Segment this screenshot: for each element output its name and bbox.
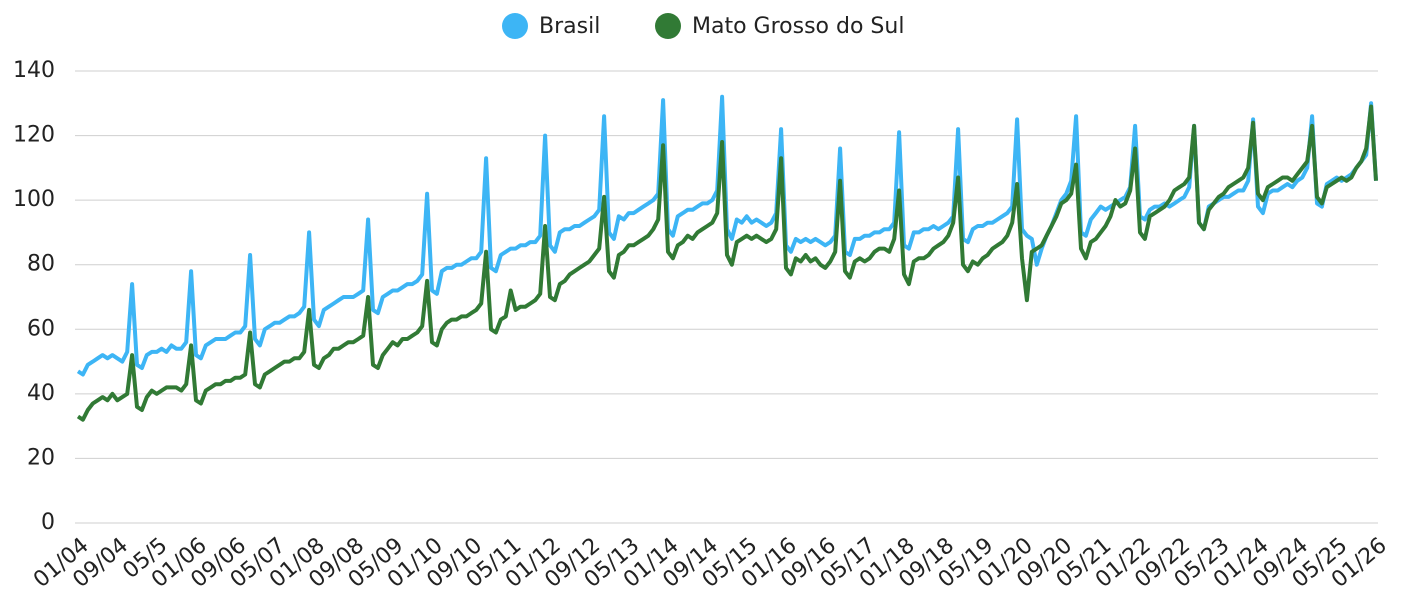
y-tick-label: 40 bbox=[27, 381, 55, 406]
y-tick-label: 60 bbox=[27, 316, 55, 341]
legend-swatch bbox=[655, 13, 681, 39]
y-tick-label: 140 bbox=[13, 58, 55, 83]
y-tick-label: 0 bbox=[41, 510, 55, 535]
y-tick-label: 20 bbox=[27, 445, 55, 470]
y-tick-label: 100 bbox=[13, 187, 55, 212]
legend-label: Mato Grosso do Sul bbox=[692, 14, 904, 39]
y-tick-label: 80 bbox=[27, 252, 55, 277]
series-line bbox=[76, 104, 1378, 422]
y-tick-label: 120 bbox=[13, 123, 55, 148]
legend-swatch bbox=[502, 13, 528, 39]
legend-label: Brasil bbox=[539, 14, 600, 39]
